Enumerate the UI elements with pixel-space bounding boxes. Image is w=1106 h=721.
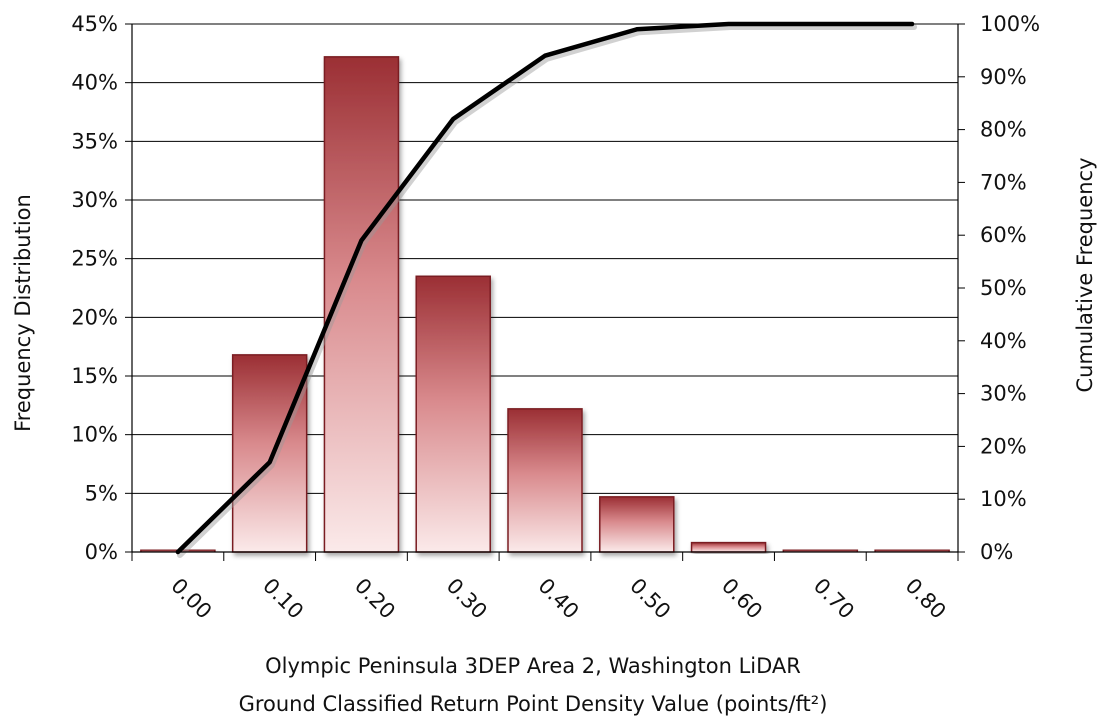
y-left-tick-label: 0% [85,540,118,564]
y-left-tick-label: 15% [71,364,118,388]
y-left-tick-label: 10% [71,423,118,447]
y-axis-left-title: Frequency Distribution [11,194,35,432]
y-right-tick-label: 20% [980,434,1027,458]
y-left-tick-label: 5% [85,481,118,505]
bar [599,496,675,553]
x-tick-label: 0.40 [533,574,583,624]
bar [231,354,308,553]
y-left-tick-label: 25% [71,247,118,271]
y-right-tick-label: 80% [980,118,1027,142]
y-left-tick-label: 45% [71,12,118,36]
x-tick-label: 0.70 [809,574,859,624]
y-right-tick-label: 50% [980,276,1027,300]
bar [507,408,583,553]
x-tick-label: 0.20 [350,574,400,624]
cumulative-line-shadow [176,24,918,558]
x-tick-label: 0.60 [717,574,767,624]
y-left-tick-label: 40% [71,71,118,95]
y-left-tick-label: 35% [71,129,118,153]
y-right-tick-label: 70% [980,170,1027,194]
y-right-tick-label: 40% [980,329,1027,353]
x-tick-label: 0.50 [625,574,675,624]
axes [125,23,965,561]
y-right-tick-label: 0% [980,540,1013,564]
y-right-tick-label: 90% [980,65,1027,89]
x-tick-label: 0.10 [258,574,308,624]
y-right-tick-label: 60% [980,223,1027,247]
bar [415,275,491,553]
y-left-tick-label: 20% [71,305,118,329]
x-axis-title-line2: Ground Classified Return Point Density V… [239,692,828,716]
y-left-tick-label: 30% [71,188,118,212]
cumulative-line-layer [175,21,918,558]
y-right-tick-label: 100% [980,12,1040,36]
x-tick-label: 0.80 [901,574,951,624]
tick-labels: 0% 5% 10% 15% 20% 25% 30% 35% 40% 45% 0% 10% 20% 30% 4… [71,12,1040,624]
bar [690,541,767,553]
x-axis-title-line1: Olympic Peninsula 3DEP Area 2, Washingto… [265,654,801,678]
y-right-tick-label: 10% [980,487,1027,511]
x-tick-label: 0.00 [166,574,216,624]
y-axis-right-title: Cumulative Frequency [1073,157,1097,392]
x-tick-label: 0.30 [442,574,492,624]
y-right-tick-label: 30% [980,382,1027,406]
